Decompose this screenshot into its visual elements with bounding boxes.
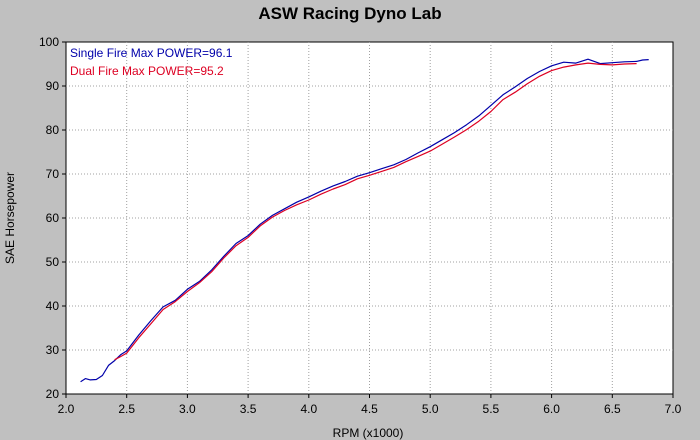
single-fire-series-line [80,58,649,383]
series-layer [80,58,649,383]
x-axis-label: RPM (x1000) [333,426,404,440]
dual-fire-series-line [114,62,637,361]
legend-dual-fire: Dual Fire Max POWER=95.2 [70,64,224,78]
x-tick-label: 3.5 [240,402,257,416]
x-tick-label: 6.0 [543,402,560,416]
y-tick-label: 90 [46,79,60,93]
x-tick-label: 5.0 [422,402,439,416]
y-tick-label: 20 [46,387,60,401]
x-tick-label: 7.0 [665,402,682,416]
y-tick-label: 100 [39,35,59,49]
y-axis-label: SAE Horsepower [3,172,17,264]
y-tick-label: 60 [46,211,60,225]
x-tick-label: 6.5 [604,402,621,416]
y-tick-label: 40 [46,299,60,313]
y-tick-label: 30 [46,343,60,357]
y-tick-label: 50 [46,255,60,269]
chart-title: ASW Racing Dyno Lab [258,4,441,23]
x-tick-label: 4.0 [300,402,317,416]
x-tick-label: 2.0 [58,402,75,416]
x-tick-label: 2.5 [118,402,135,416]
legend-single-fire: Single Fire Max POWER=96.1 [70,46,233,60]
x-tick-label: 4.5 [361,402,378,416]
x-tick-label: 5.5 [483,402,500,416]
x-axis-ticks: 2.0 2.5 3.0 3.5 4.0 4.5 5.0 5.5 6.0 6.5 7.0 [58,394,682,416]
grid-lines [66,42,673,394]
x-tick-label: 3.0 [179,402,196,416]
y-tick-label: 70 [46,167,60,181]
y-axis-ticks: 20 30 40 50 60 70 80 90 100 [39,35,66,401]
y-tick-label: 80 [46,123,60,137]
